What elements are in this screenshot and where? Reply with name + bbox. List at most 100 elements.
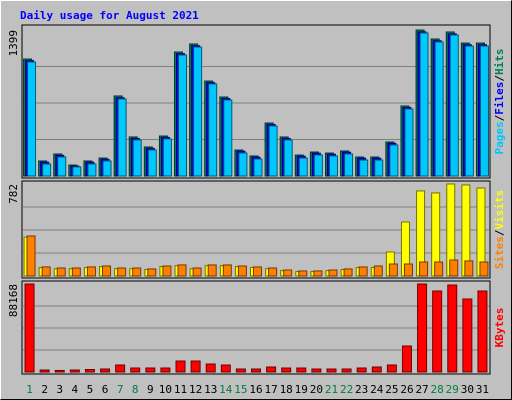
bar	[145, 367, 156, 373]
bar	[205, 363, 216, 373]
bar	[102, 265, 112, 277]
bar	[117, 98, 127, 177]
bar	[371, 366, 382, 373]
x-tick-label: 17	[264, 383, 277, 396]
bar	[41, 266, 51, 277]
x-tick-label: 26	[400, 383, 413, 396]
x-tick-label: 31	[476, 383, 489, 396]
x-tick-label: 24	[370, 383, 384, 396]
bar	[175, 360, 186, 373]
x-tick-label: 19	[295, 383, 308, 396]
bar	[162, 138, 172, 177]
bar	[132, 267, 142, 277]
bar	[311, 368, 322, 373]
legend-entry: Visits	[493, 190, 506, 230]
bar	[208, 83, 218, 177]
bar	[356, 367, 367, 373]
bar	[343, 268, 353, 277]
legend: KBytes	[493, 308, 506, 348]
bar	[42, 163, 52, 177]
x-tick-label: 30	[461, 383, 474, 396]
bar	[69, 369, 80, 373]
bar	[27, 61, 37, 177]
x-tick-label: 5	[87, 383, 94, 396]
y-tick-label: 1399	[7, 30, 20, 57]
bar	[462, 298, 473, 373]
x-tick-label: 3	[56, 383, 63, 396]
bar	[57, 156, 67, 177]
bar	[72, 166, 82, 177]
bar	[449, 34, 459, 177]
bar	[207, 264, 217, 277]
bar	[56, 267, 66, 277]
bar	[100, 368, 111, 373]
bar	[434, 261, 444, 277]
bar	[447, 284, 458, 373]
bar	[132, 139, 142, 177]
x-tick-label: 7	[117, 383, 124, 396]
x-tick-label: 4	[72, 383, 79, 396]
bar	[24, 283, 35, 373]
x-tick-label: 29	[446, 383, 459, 396]
legend-entry: Hits	[493, 49, 506, 76]
bar	[193, 46, 203, 177]
bar	[223, 99, 233, 177]
legend-entry: KBytes	[493, 308, 506, 348]
bar	[192, 267, 202, 277]
bar	[147, 268, 157, 277]
bar	[54, 369, 65, 373]
bar	[177, 264, 187, 277]
x-tick-label: 11	[174, 383, 187, 396]
legend: Pages/Files/Hits	[493, 49, 506, 155]
x-tick-label: 16	[249, 383, 262, 396]
bar	[419, 261, 429, 277]
bar	[268, 267, 278, 277]
bar	[374, 159, 384, 177]
bar	[419, 32, 429, 177]
bar	[401, 345, 412, 373]
x-tick-label: 1	[26, 383, 33, 396]
bar	[313, 154, 323, 177]
bar	[296, 367, 307, 373]
bar	[373, 265, 383, 277]
bar	[238, 152, 248, 177]
bar	[130, 367, 141, 373]
bar	[39, 369, 50, 373]
bar	[359, 159, 369, 177]
x-tick-label: 25	[385, 383, 398, 396]
x-tick-label: 23	[355, 383, 368, 396]
bar	[266, 366, 277, 373]
x-tick-label: 12	[189, 383, 202, 396]
x-tick-label: 21	[325, 383, 338, 396]
bar	[237, 265, 247, 277]
x-tick-label: 22	[340, 383, 353, 396]
bar	[283, 139, 293, 177]
bar	[281, 367, 292, 373]
bar	[386, 364, 397, 373]
legend-separator: /	[493, 229, 506, 236]
bar	[117, 267, 127, 277]
bar	[341, 368, 352, 373]
bar	[326, 368, 337, 373]
bar	[147, 149, 157, 177]
chart-title: Daily usage for August 2021	[20, 9, 199, 22]
bar	[479, 261, 489, 277]
x-tick-label: 10	[159, 383, 172, 396]
bar	[160, 367, 171, 373]
bar	[235, 368, 246, 373]
y-tick-label: 88168	[7, 284, 20, 317]
bar	[404, 108, 414, 177]
x-tick-label: 6	[102, 383, 109, 396]
x-tick-label: 28	[431, 383, 444, 396]
bar	[253, 266, 262, 277]
legend: Sites/Visits	[493, 190, 506, 270]
bar	[178, 54, 188, 177]
x-tick-label: 8	[132, 383, 139, 396]
legend-entry: Files	[493, 82, 506, 115]
x-tick-label: 27	[415, 383, 428, 396]
bar	[403, 263, 413, 277]
bar	[328, 155, 338, 177]
bar	[432, 290, 443, 373]
y-tick-label: 782	[7, 184, 20, 204]
